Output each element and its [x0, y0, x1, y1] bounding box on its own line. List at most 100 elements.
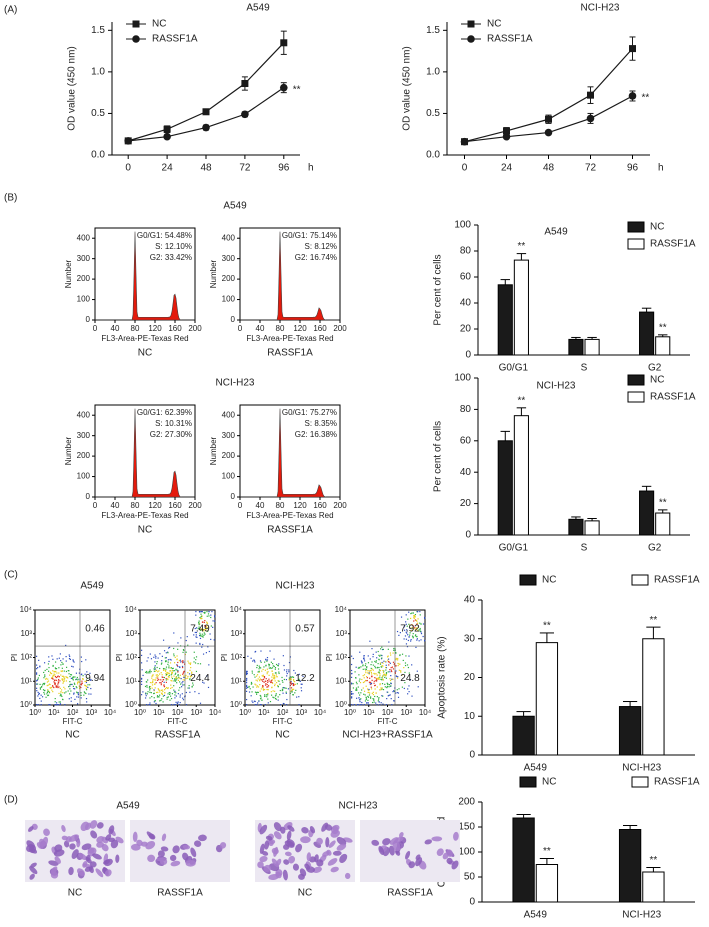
- flow-dot: [259, 666, 261, 669]
- flow-dot: [376, 677, 378, 680]
- flow-dot: [397, 657, 399, 660]
- legend-swatch: [627, 391, 645, 403]
- flow-dot: [182, 662, 184, 664]
- quadrant-value: 7.92: [400, 624, 420, 635]
- x-tick-label: 10²: [67, 708, 79, 717]
- cell: [43, 828, 50, 836]
- flow-dot: [183, 684, 185, 686]
- flow-dot: [291, 689, 293, 691]
- flow-dot: [256, 686, 258, 688]
- flow-dot: [157, 677, 159, 679]
- flow-dot: [260, 697, 262, 699]
- flow-dot: [152, 675, 154, 677]
- flow-dot: [194, 631, 196, 634]
- flow-dot: [151, 695, 153, 698]
- x-tick-label: 120: [148, 501, 162, 510]
- flow-dot: [170, 687, 172, 689]
- caption: NC: [298, 888, 312, 899]
- quadrant-value: 12.2: [295, 673, 315, 684]
- flow-dot: [161, 676, 163, 678]
- flow-dot: [385, 704, 388, 706]
- flow-dot: [175, 672, 177, 674]
- flow-dot: [180, 686, 183, 688]
- flow-dot: [156, 661, 158, 663]
- flow-dot: [157, 688, 159, 690]
- flow-dot: [277, 665, 279, 667]
- flow-dot: [152, 680, 154, 682]
- flow-dot: [153, 670, 155, 672]
- flow-dot: [76, 683, 79, 685]
- flow-dot: [81, 680, 83, 682]
- y-tick-label: 200: [458, 797, 475, 808]
- flow-dot: [178, 689, 180, 691]
- panel-label: (B): [4, 193, 17, 204]
- flow-dot: [397, 662, 399, 665]
- legend-marker: [132, 35, 140, 43]
- flow-dot: [418, 640, 420, 642]
- flow-dot: [179, 677, 181, 679]
- x-tick-label: 40: [111, 324, 120, 333]
- flow-dot: [85, 689, 88, 691]
- flow-dot: [267, 671, 269, 673]
- legend-label: NC: [650, 222, 664, 233]
- x-tick-label: 10⁴: [104, 708, 117, 717]
- flow-dot: [157, 689, 160, 691]
- flow-dot: [201, 621, 204, 623]
- x-tick-label: G0/G1: [499, 363, 529, 374]
- flow-dot: [382, 648, 384, 651]
- flow-dot: [185, 677, 187, 680]
- flow-dot: [260, 704, 262, 706]
- cell: [280, 826, 286, 834]
- flow-dot: [246, 698, 248, 701]
- flow-dot: [199, 617, 201, 619]
- flow-dot: [259, 690, 261, 692]
- flow-dot: [415, 634, 417, 636]
- flow-dot: [202, 643, 204, 646]
- flow-dot: [195, 634, 197, 636]
- cell: [283, 859, 290, 865]
- flow-dot: [149, 691, 151, 693]
- flow-dot: [176, 669, 178, 671]
- flow-dot: [276, 676, 278, 678]
- flow-dot: [165, 673, 168, 676]
- x-axis-label: FIT-C: [63, 717, 83, 726]
- flow-dot: [251, 691, 253, 693]
- flow-dot: [382, 672, 385, 674]
- flow-dot: [282, 681, 284, 683]
- flow-dot: [267, 702, 269, 704]
- flow-dot: [182, 681, 184, 683]
- x-axis-label: FL3-Area-PE-Texas Red: [246, 511, 333, 520]
- flow-dot: [262, 688, 264, 690]
- cell: [309, 825, 316, 834]
- flow-dot: [269, 667, 272, 669]
- cell: [148, 833, 156, 840]
- flow-dot: [169, 667, 171, 669]
- flow-dot: [416, 628, 418, 630]
- flow-dot: [382, 703, 384, 705]
- cell: [415, 854, 421, 861]
- flow-dot: [200, 616, 202, 618]
- flow-dot: [49, 687, 51, 689]
- y-tick-label: 10: [464, 711, 476, 722]
- x-axis-label: h: [308, 163, 314, 174]
- flow-dot: [192, 684, 194, 686]
- flow-dot: [391, 666, 394, 668]
- flow-dot: [174, 679, 176, 681]
- flow-dot: [274, 667, 277, 669]
- flow-dot: [39, 665, 41, 667]
- flow-dot: [68, 686, 70, 688]
- chart-title: A549: [544, 227, 568, 238]
- flow-dot: [267, 698, 269, 700]
- flow-dot: [37, 677, 39, 679]
- flow-dot: [370, 667, 372, 670]
- flow-dot: [176, 655, 178, 657]
- flow-dot: [365, 672, 367, 674]
- point: [460, 137, 469, 146]
- flow-dot: [371, 675, 373, 677]
- flow-dot: [199, 663, 202, 665]
- cell: [85, 854, 91, 862]
- flow-dot: [420, 639, 422, 641]
- flow-dot: [258, 670, 260, 672]
- histogram-frame: [94, 227, 196, 321]
- flow-dot: [176, 658, 178, 660]
